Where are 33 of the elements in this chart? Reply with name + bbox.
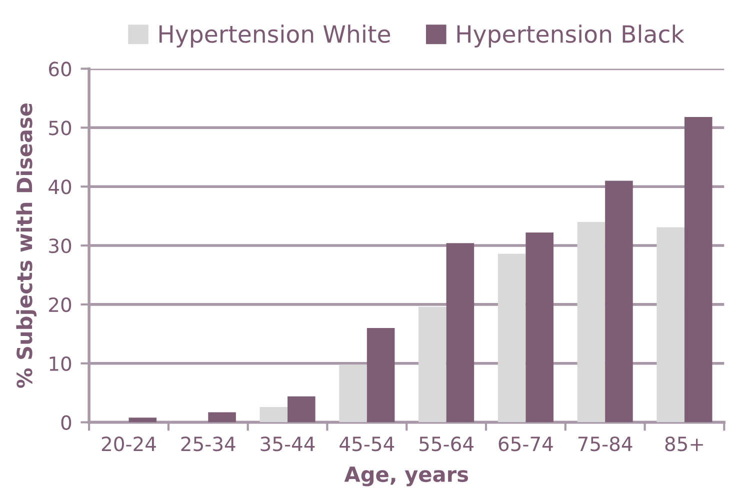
y-tick-label: 50: [49, 120, 72, 136]
bar: [577, 222, 606, 422]
bar: [339, 364, 367, 422]
x-tick-label: 20-24: [102, 436, 156, 452]
x-tick-label: 25-34: [181, 436, 236, 452]
x-tick-label: 45-54: [340, 436, 394, 452]
bar: [656, 227, 684, 422]
bar: [288, 396, 316, 422]
y-tick-label: 30: [49, 238, 72, 254]
bar: [684, 117, 712, 422]
bar: [128, 418, 157, 422]
bar: [418, 306, 446, 422]
x-tick-label: 35-44: [260, 436, 315, 452]
y-axis-title: % Subjects with Disease: [16, 103, 37, 388]
y-tick-label: 10: [50, 356, 72, 372]
bar: [526, 232, 554, 422]
x-tick-label: 75-84: [578, 436, 632, 452]
x-tick-label: 55-64: [420, 436, 474, 452]
x-tick-label: 65-74: [498, 436, 553, 452]
bar: [366, 328, 395, 422]
y-tick-label: 0: [61, 415, 72, 430]
y-tick-label: 40: [48, 180, 72, 194]
x-axis-title: Age, years: [344, 466, 468, 486]
y-tick-label: 20: [49, 297, 72, 312]
bar: [208, 412, 236, 422]
bar: [605, 180, 633, 422]
y-tick-label: 60: [49, 62, 72, 76]
bar: [446, 243, 474, 422]
bar: [498, 254, 526, 422]
legend-label: Hypertension Black: [457, 24, 684, 48]
x-tick-label: 85+: [665, 436, 703, 452]
bar: [260, 406, 288, 422]
legend-label: Hypertension White: [159, 24, 390, 48]
